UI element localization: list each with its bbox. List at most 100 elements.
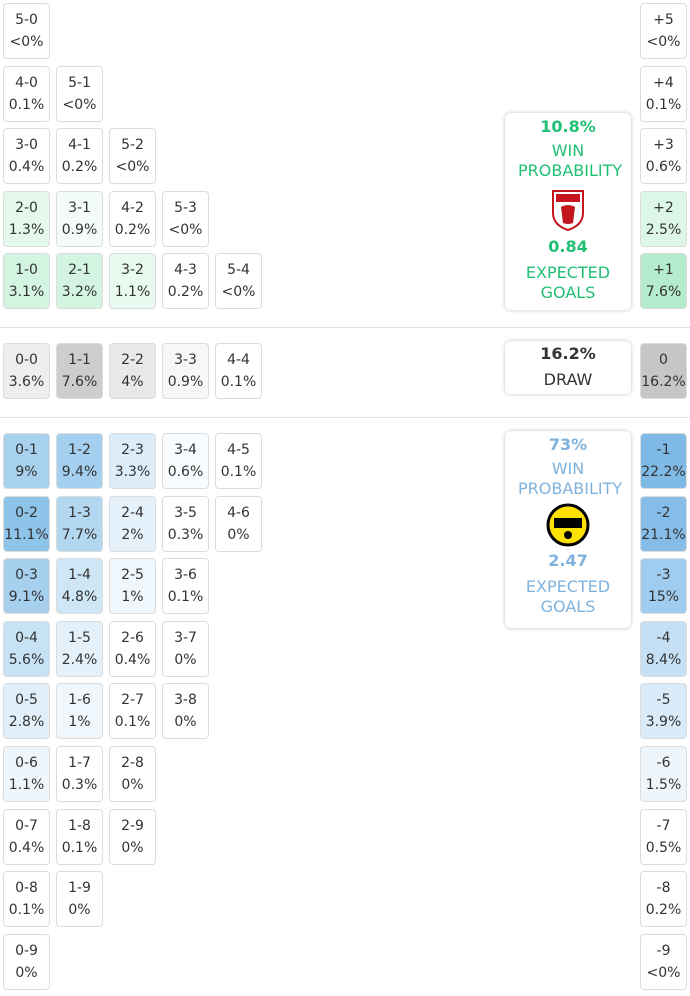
win-label: WIN PROBABILITY [518,459,623,498]
expected-goals: 2.47 [548,551,588,570]
score: 4-6 [227,504,250,521]
score: 3-0 [15,137,38,154]
score-cell: 1-1 7.6% [56,343,103,399]
score-cell: -2 21.1% [640,495,687,552]
score: -8 [656,880,671,897]
score-cell: 4-4 0.1% [215,343,262,399]
win-label: WIN PROBABILITY [518,141,623,180]
probability: 0% [68,902,91,919]
score-cell: 1-5 2.4% [56,620,103,677]
score-cell: 0 16.2% [640,343,687,399]
score-cell: +3 0.6% [640,128,687,185]
probability: 0.2% [114,221,151,238]
divider [0,327,690,328]
probability: 7.7% [61,526,98,543]
score: -9 [656,942,671,959]
score: 0 [659,352,668,368]
draw-label: DRAW [543,370,593,389]
probability: 0.1% [61,839,98,856]
score: 5-0 [15,12,38,28]
probability: 1.5% [645,777,682,793]
score: 0-7 [15,817,38,834]
probability: 2.8% [8,714,45,731]
probability: 2% [121,526,144,543]
score-cell: 1-7 0.3% [56,746,103,802]
probability: 0.9% [167,374,204,390]
score: 1-0 [15,262,38,279]
score: -5 [656,692,671,709]
score-cell: 2-9 0% [109,808,156,865]
score: 3-4 [174,442,197,458]
score-cell: 2-5 1% [109,558,156,615]
score-cell: 3-6 0.1% [162,558,209,615]
score-cell: 3-7 0% [162,620,209,677]
xg-label: EXPECTED GOALS [525,577,611,616]
probability: 1% [68,714,91,731]
probability: 0% [227,526,250,543]
score-cell: -8 0.2% [640,871,687,928]
probability: 0.1% [8,902,45,919]
score: 0-8 [15,880,38,897]
probability: 0% [174,714,197,731]
probability: 9.4% [61,464,98,480]
probability: 7.6% [645,284,682,301]
probability: 0% [121,839,144,856]
score-cell: +1 7.6% [640,253,687,310]
probability: 16.2% [641,374,686,390]
score-cell: 1-3 7.7% [56,495,103,552]
score: 2-7 [121,692,144,709]
score: 0-3 [15,567,38,584]
probability: 0.2% [645,902,682,919]
probability: 1% [121,589,144,606]
score: -1 [656,442,671,458]
score-cell: 5-3 <0% [162,190,209,247]
probability: 0.9% [61,221,98,238]
probability: 0.2% [61,159,98,176]
score-cell: 2-3 3.3% [109,433,156,489]
score-cell: 3-0 0.4% [3,128,50,185]
score-cell: 4-3 0.2% [162,253,209,310]
score: 2-4 [121,504,144,521]
score: 1-6 [68,692,91,709]
score: 3-6 [174,567,197,584]
score-cell: 0-4 5.6% [3,620,50,677]
score: 5-4 [227,262,250,279]
score: 1-9 [68,880,91,897]
score-cell: 4-5 0.1% [215,433,262,489]
expected-goals: 0.84 [548,237,588,256]
score: 0-9 [15,942,38,959]
score-cell: -1 22.2% [640,433,687,489]
score: 1-8 [68,817,91,834]
probability: 2.5% [645,221,682,238]
probability: 0% [121,777,144,793]
score: 1-3 [68,504,91,521]
probability: 5.6% [8,651,45,668]
score-cell: 0-2 11.1% [3,495,50,552]
score-cell: 1-4 4.8% [56,558,103,615]
probability: 0.1% [220,374,257,390]
away-summary: 73% WIN PROBABILITY 2.47 EXPECTED GOALS [505,431,631,628]
xg-label: EXPECTED GOALS [525,263,611,302]
score-cell: 1-9 0% [56,871,103,928]
score: 4-4 [227,352,250,368]
probability: <0% [646,34,681,50]
score: 0-4 [15,629,38,646]
score-cell: +2 2.5% [640,190,687,247]
score: 5-2 [121,137,144,154]
probability: 0.1% [220,464,257,480]
score: 3-8 [174,692,197,709]
score: 4-2 [121,199,144,216]
score: 5-3 [174,199,197,216]
score: 3-2 [121,262,144,279]
score: 3-1 [68,199,91,216]
score: 1-5 [68,629,91,646]
score-cell: 0-9 0% [3,933,50,990]
probability: 0.6% [167,464,204,480]
probability: 15% [647,589,680,606]
score: 0-5 [15,692,38,709]
probability: 21.1% [641,526,686,543]
score-cell: 5-4 <0% [215,253,262,310]
score-cell: 2-4 2% [109,495,156,552]
probability: 0% [15,964,38,981]
